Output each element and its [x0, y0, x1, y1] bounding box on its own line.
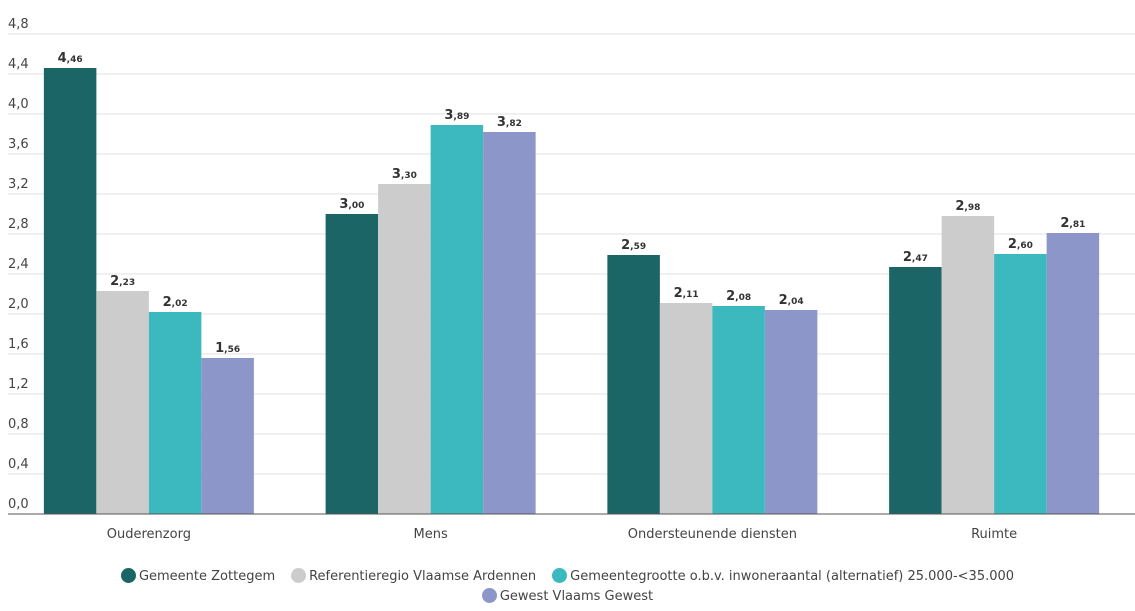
category-label: Ruimte: [971, 527, 1017, 542]
bars: [43, 68, 1100, 514]
data-label: 2,81: [1060, 216, 1085, 231]
y-tick-label: 0,0: [8, 497, 29, 512]
legend-label: Gemeentegrootte o.b.v. inwoneraantal (al…: [570, 569, 1015, 584]
legend-item[interactable]: Gemeente Zottegem: [120, 567, 276, 587]
y-tick-label: 4,4: [8, 57, 29, 72]
y-tick-label: 2,8: [8, 217, 29, 232]
data-label: 4,46: [58, 51, 83, 66]
legend-marker: [291, 568, 307, 583]
y-tick-label: 1,6: [8, 337, 29, 352]
bar: [96, 291, 149, 514]
data-label: 2,60: [1008, 237, 1033, 252]
data-label: 2,04: [779, 293, 804, 308]
y-tick-label: 3,6: [8, 137, 29, 152]
data-label: 2,47: [903, 250, 928, 265]
legend-item[interactable]: Gewest Vlaams Gewest: [481, 587, 654, 607]
y-tick-label: 4,0: [8, 97, 29, 112]
category-label: Mens: [414, 527, 448, 542]
legend-item[interactable]: Gemeentegrootte o.b.v. inwoneraantal (al…: [552, 567, 1014, 587]
bar: [941, 216, 995, 514]
data-label: 3,82: [497, 115, 522, 130]
bar-chart: 0,00,40,81,21,62,02,42,83,23,64,04,44,8 …: [8, 17, 1135, 542]
data-label: 1,56: [215, 341, 240, 356]
y-tick-label: 3,2: [8, 177, 29, 192]
category-label: Ouderenzorg: [107, 527, 191, 542]
bar: [712, 306, 765, 514]
bar: [201, 358, 254, 514]
legend-label: Referentieregio Vlaamse Ardennen: [309, 569, 537, 584]
legend: Gemeente Zottegem Referentieregio Vlaamse…: [0, 567, 1135, 607]
bar: [607, 255, 660, 514]
bar: [430, 125, 484, 514]
data-label: 2,59: [621, 238, 646, 253]
data-label: 2,08: [726, 289, 751, 304]
y-axis-ticks: 0,0 0,4 0,8 1,2 1,6 2,0 2,4 2,8 3,2 3,6 4,0 4,4 4,8: [8, 17, 29, 512]
x-axis-labels: Ouderenzorg Mens Ondersteunende diensten Ru…: [107, 527, 1017, 542]
bar: [889, 267, 942, 514]
legend-item[interactable]: Referentieregio Vlaamse Ardennen: [291, 567, 536, 587]
bar: [43, 68, 97, 514]
y-tick-label: 1,2: [8, 377, 29, 392]
bar: [994, 254, 1047, 514]
y-tick-label: 2,4: [8, 257, 29, 272]
data-label: 2,02: [163, 295, 188, 310]
data-label: 3,00: [339, 197, 364, 212]
bar: [659, 303, 713, 514]
bar: [378, 184, 431, 514]
category-label: Ondersteunende diensten: [628, 527, 797, 542]
data-label: 2,23: [110, 274, 135, 289]
data-label: 3,30: [392, 167, 417, 182]
legend-marker: [120, 568, 136, 583]
bar: [148, 312, 202, 514]
y-tick-label: 0,4: [8, 457, 29, 472]
legend-marker: [481, 588, 497, 603]
data-labels: 4,46 2,23 2,02 1,56 3,00 3,30 3,89 3,82 2,59 2,11…: [58, 51, 1086, 356]
legend-marker: [552, 568, 568, 583]
bar: [1046, 233, 1100, 514]
bar: [325, 214, 379, 514]
legend-label: Gewest Vlaams Gewest: [499, 589, 654, 604]
bar: [483, 132, 536, 514]
y-tick-label: 4,8: [8, 17, 29, 32]
bar: [764, 310, 818, 514]
y-tick-label: 2,0: [8, 297, 29, 312]
data-label: 2,11: [674, 286, 699, 301]
legend-label: Gemeente Zottegem: [138, 569, 276, 584]
y-tick-label: 0,8: [8, 417, 29, 432]
data-label: 2,98: [955, 199, 980, 214]
data-label: 3,89: [444, 108, 469, 123]
